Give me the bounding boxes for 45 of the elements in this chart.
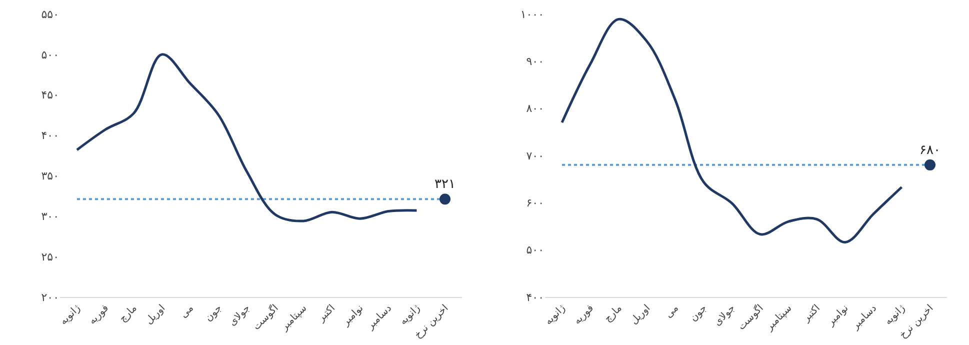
y-tick-label: ۵۰۰: [526, 244, 544, 257]
y-tick-label: ۷۰۰: [526, 149, 544, 162]
x-tick-label: مارچ: [118, 302, 140, 325]
line-series: [560, 18, 903, 244]
x-tick-label: می: [178, 302, 196, 320]
y-tick-label: ۴۰۰: [41, 129, 59, 142]
y-tick-label: ۴۵۰: [41, 88, 59, 102]
x-tick-label: اکتبر: [800, 302, 822, 325]
x-tick-label: نوامبر: [824, 302, 851, 329]
x-tick-label: دسامبر: [364, 302, 394, 332]
data-label: ۳۲۱: [434, 177, 456, 192]
y-tick-label: ۵۵۰: [41, 8, 59, 21]
y-tick-label: ۲۵۰: [41, 250, 59, 264]
y-tick-label: ۶۰۰: [526, 196, 544, 210]
x-tick-label: اوریل: [628, 302, 653, 327]
x-tick-label: ژانویه: [398, 302, 422, 328]
x-tick-label: ژانویه: [543, 302, 568, 328]
x-tick-label: سپتامبر: [278, 302, 310, 334]
x-tick-label: جون: [203, 302, 224, 324]
x-tick-label: جولای: [227, 302, 253, 328]
x-tick-label: اکتبر: [315, 302, 338, 325]
y-tick-label: ۱۰۰۰: [520, 8, 544, 21]
x-tick-label: جولای: [712, 302, 738, 328]
line-series: [76, 53, 418, 222]
x-tick-label: فوریه: [572, 302, 596, 327]
y-tick-label: ۳۵۰: [41, 170, 59, 183]
x-tick-label: اوریل: [144, 302, 168, 327]
x-tick-label: اگوست: [735, 302, 766, 333]
x-tick-label: ژانویه: [58, 302, 83, 328]
x-tick-label: دسامبر: [850, 302, 880, 332]
y-tick-label: ۸۰۰: [526, 102, 544, 116]
y-tick-label: ۴۰۰: [526, 290, 544, 304]
x-tick-label: می: [663, 302, 681, 320]
x-tick-label: ژانویه: [882, 302, 908, 328]
data-label: ۶۸۰: [920, 142, 940, 158]
x-tick-label: نوامبر: [340, 302, 366, 329]
x-tick-label: اگوست: [250, 302, 281, 333]
x-tick-label: جون: [688, 302, 710, 324]
y-tick-label: ۳۰۰: [41, 210, 59, 223]
x-tick-label: مارچ: [602, 302, 624, 325]
y-tick-label: ۵۰۰: [41, 48, 59, 62]
y-tick-label: ۲۰۰: [41, 290, 59, 304]
x-tick-label: سپتامبر: [763, 302, 794, 334]
y-tick-label: ۹۰۰: [526, 55, 544, 68]
x-tick-label: فوریه: [86, 302, 112, 327]
